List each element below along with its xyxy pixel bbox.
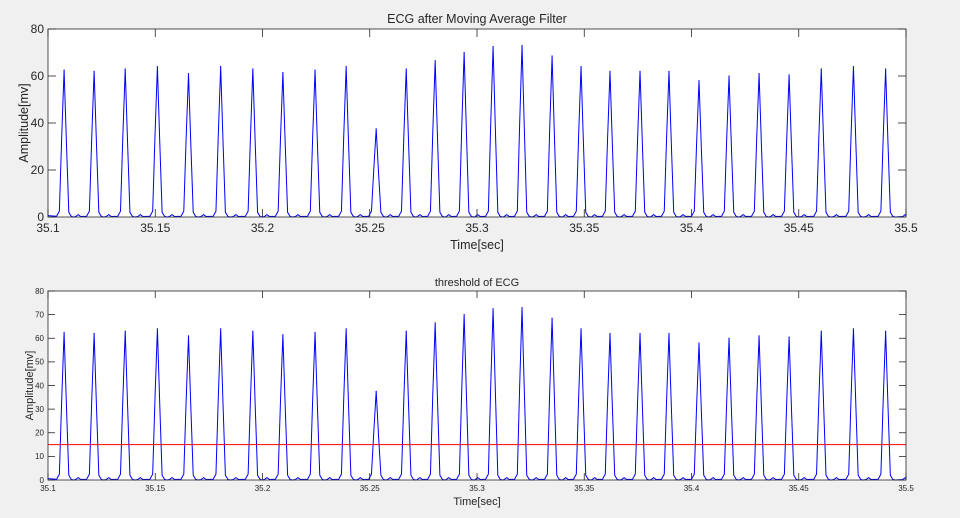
data-point [492,308,494,310]
data-point [698,80,700,82]
subplot-ecg-filtered: ECG after Moving Average Filter Time[sec… [17,12,918,252]
y-tick-label: 20 [31,163,45,177]
data-point [758,73,760,75]
data-point [282,71,284,74]
y-axis-label: Amplitude[mv] [24,351,36,421]
x-axis-label: Time[sec] [453,496,500,508]
data-point [580,66,582,68]
data-point [609,332,611,335]
data-point [728,75,730,77]
x-tick-label: 35.3 [465,221,489,235]
x-tick-label: 35.5 [898,484,914,493]
x-tick-label: 35.1 [40,484,56,493]
data-point [788,336,790,338]
data-point [252,330,254,332]
data-point [282,334,284,336]
y-tick-label: 70 [35,310,44,319]
x-axis-label: Time[sec] [450,238,504,252]
data-point [639,70,641,72]
y-axis-label: Amplitude[mv] [17,83,31,162]
chart-title: threshold of ECG [435,277,519,289]
data-point [314,69,316,71]
data-point [434,322,436,324]
data-point [252,68,254,70]
y-tick-label: 0 [40,476,45,485]
data-point [885,330,887,332]
x-tick-label: 35.15 [140,221,170,235]
y-tick-label: 80 [31,22,45,36]
x-tick-label: 35.35 [569,221,599,235]
data-point [551,55,553,57]
x-tick-label: 35.15 [145,484,166,493]
data-point [187,73,190,75]
y-tick-label: 50 [35,358,44,367]
data-point [405,330,407,332]
data-point [375,390,377,393]
y-tick-label: 60 [31,69,45,83]
x-tick-label: 35.4 [684,484,700,493]
data-point [521,44,523,47]
x-tick-label: 35.25 [360,484,381,493]
data-point [375,128,377,130]
x-tick-label: 35.35 [574,484,595,493]
data-point [93,332,95,335]
data-point [551,317,553,319]
data-point [668,70,670,72]
data-point [698,342,700,344]
y-tick-label: 60 [35,334,44,343]
data-point [314,331,316,333]
y-tick-label: 80 [35,287,44,296]
data-point [668,332,670,335]
x-tick-label: 35.45 [789,484,810,493]
data-point [345,328,347,330]
x-tick-label: 35.2 [251,221,275,235]
plot-area [48,29,906,217]
y-tick-label: 20 [35,429,44,438]
chart-title: ECG after Moving Average Filter [387,12,567,26]
data-point [63,69,65,71]
data-point [434,60,436,62]
plot-area [48,291,906,480]
x-tick-label: 35.25 [355,221,385,235]
data-point [820,68,822,70]
data-point [788,74,790,76]
data-point [345,66,347,68]
data-point [492,46,494,48]
x-tick-label: 35.45 [784,221,814,235]
data-point [728,337,730,339]
data-point [580,328,582,330]
data-point [187,335,190,337]
x-tick-label: 35.4 [680,221,704,235]
data-point [124,68,126,70]
data-point [639,332,641,335]
y-tick-label: 10 [35,452,44,461]
data-point [852,328,855,330]
y-tick-label: 30 [35,405,44,414]
data-point [220,328,222,330]
data-point [885,68,887,70]
data-point [609,70,611,72]
data-point [405,68,407,70]
data-point [156,328,158,330]
x-tick-label: 35.5 [894,221,918,235]
data-point [156,66,158,68]
data-point [820,330,822,332]
data-point [758,335,760,337]
data-point [463,314,465,316]
y-tick-label: 40 [35,381,44,390]
y-tick-label: 0 [37,210,44,224]
x-tick-label: 35.3 [469,484,485,493]
data-point [63,331,65,333]
x-tick-label: 35.2 [255,484,271,493]
y-tick-label: 40 [31,116,45,130]
subplot-threshold: threshold of ECG Time[sec] Amplitude[mv]… [24,277,914,508]
data-point [220,66,222,68]
data-point [93,70,95,72]
data-point [852,66,855,68]
data-point [521,306,523,309]
data-point [124,330,126,332]
x-tick-label: 35.1 [36,221,60,235]
data-point [463,51,465,54]
